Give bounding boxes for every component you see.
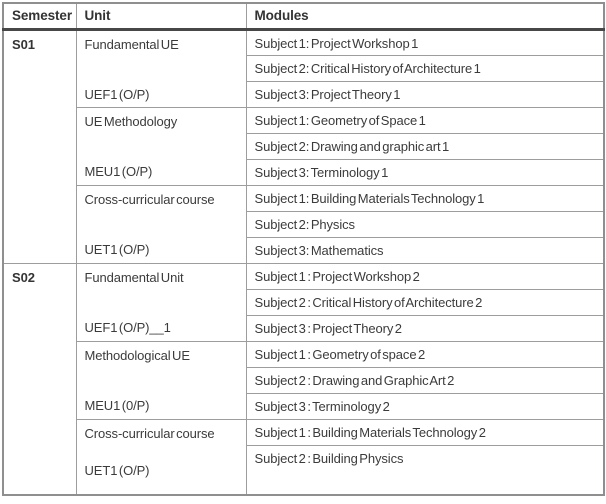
unit-cell: Cross-curricular course UET1 (O/P) [75,419,247,495]
module-cell: Subject 1 : Project Workshop 2 [245,263,605,290]
module-cell: Subject 3: Terminology 1 [245,159,605,186]
unit-name: Methodological UE [84,348,191,363]
table-row: S01 Fundamental UE UEF1 (O/P) Subject 1: Pr… [2,29,605,264]
table-row: UE Methodology MEU1 (O/P) Subject 1: Geome… [3,107,605,186]
unit-name: Fundamental UE [84,37,179,52]
module-cell: Subject 2: Physics [245,211,605,238]
module-cell: Subject 3: Project Theory 1 [245,81,605,108]
unit-name: Cross-curricular course [84,426,215,441]
unit-cell: UE Methodology MEU1 (O/P) [75,107,247,186]
module-cell: Subject 2: Critical History of Architect… [245,55,605,82]
table-row: Subject 2 : Drawing and Graphic Art 2 [3,367,605,394]
unit-code: MEU1 (0/P) [84,398,150,413]
table-row: Subject 2 : Critical History of Architec… [3,289,605,316]
module-cell: Subject 1: Building Materials Technology… [245,185,605,212]
unit-name: Cross-curricular course [84,192,215,207]
module-cell: Subject 1 : Geometry of space 2 [245,341,605,368]
module-cell: Subject 3 : Project Theory 2 [245,315,605,342]
table-row: Subject 3 : Terminology 2 [3,393,605,420]
table-row: S02 Fundamental Unit UEF1 (O/P)__1 Subject … [2,263,605,495]
semester-cell: S01 [2,29,77,264]
module-cell: Subject 1: Project Workshop 1 [245,29,605,56]
table-row: Methodological UE MEU1 (0/P) Subject 1 : G… [3,341,605,420]
module-cell: Subject 1: Geometry of Space 1 [245,107,605,134]
modules-table: Semester Unit Modules S01 Fundamental UE U… [2,2,605,496]
table-row: Subject 3: Project Theory 1 [3,81,605,108]
unit-code: MEU1 (O/P) [84,164,153,179]
table-row: Subject 3: Terminology 1 [3,159,605,186]
unit-code: UET1 (O/P) [84,463,150,478]
module-cell: Subject 3: Mathematics [245,237,605,264]
header-row: Semester Unit Modules [2,2,605,31]
table-row: Cross-curricular course UET1 (O/P) Subject… [3,419,605,495]
column-header-unit: Unit [75,2,247,31]
table-row: Subject 2: Physics [3,211,605,238]
table-row: Subject 3: Mathematics [3,237,605,264]
unit-name: UE Methodology [84,114,178,129]
unit-cell: Methodological UE MEU1 (0/P) [75,341,247,420]
module-cell: Subject 3 : Terminology 2 [245,393,605,420]
module-cell: Subject 2 : Building Physics [245,445,605,495]
column-header-modules: Modules [245,2,605,31]
unit-name: Fundamental Unit [84,270,184,285]
table-row: Subject 2 : Building Physics [3,445,605,495]
module-cell: Subject 2 : Critical History of Architec… [245,289,605,316]
unit-code: UEF1 (O/P) [84,87,150,102]
module-cell: Subject 2: Drawing and graphic art 1 [245,133,605,160]
semester-cell: S02 [2,263,77,495]
unit-cell: Cross-curricular course UET1 (O/P) [75,185,247,264]
table-row: Subject 2: Critical History of Architect… [3,55,605,82]
unit-code: UET1 (O/P) [84,242,150,257]
unit-code: UEF1 (O/P)__1 [84,320,171,335]
unit-cell: Fundamental Unit UEF1 (O/P)__1 [75,263,247,342]
module-cell: Subject 2 : Drawing and Graphic Art 2 [245,367,605,394]
table-row: Cross-curricular course UET1 (O/P) Subject… [3,185,605,264]
modules-table-body: S01 Fundamental UE UEF1 (O/P) Subject 1: Pr… [2,29,605,495]
unit-cell: Fundamental UE UEF1 (O/P) [75,29,247,108]
column-header-semester: Semester [2,2,77,31]
module-cell: Subject 1 : Building Materials Technolog… [245,419,605,446]
table-row: Subject 3 : Project Theory 2 [3,315,605,342]
